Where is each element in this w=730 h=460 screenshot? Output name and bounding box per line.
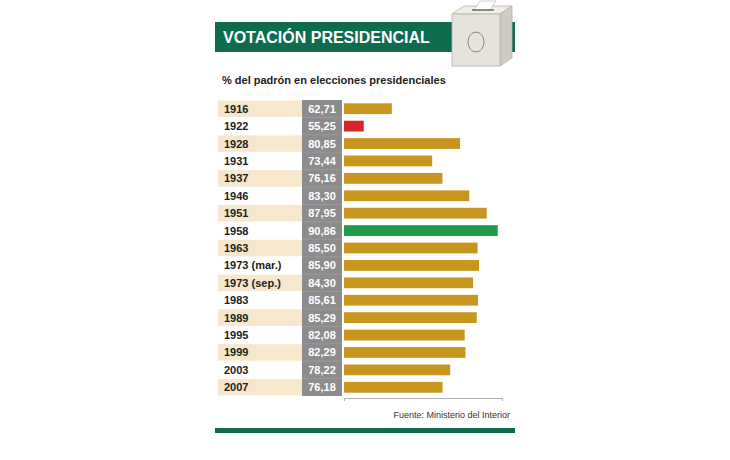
data-label: 62,71	[308, 103, 336, 115]
year-label: 1983	[224, 294, 248, 306]
year-label: 1973 (mar.)	[224, 259, 282, 271]
data-label: 82,08	[308, 329, 336, 341]
year-label: 1989	[224, 312, 248, 324]
year-label: 1963	[224, 242, 248, 254]
year-label: 1995	[224, 329, 248, 341]
data-label: 80,85	[308, 138, 336, 150]
value-separator	[302, 134, 342, 135]
data-label: 55,25	[308, 120, 336, 132]
value-column	[302, 100, 342, 396]
row-band	[218, 170, 302, 186]
bar	[344, 347, 465, 358]
data-label: 76,16	[308, 172, 336, 184]
bar	[344, 156, 432, 167]
year-label: 1999	[224, 346, 248, 358]
ballot-slot	[472, 9, 494, 11]
bar	[344, 173, 442, 184]
data-label: 83,30	[308, 190, 336, 202]
value-separator	[302, 221, 342, 222]
bar	[344, 121, 364, 132]
year-label: 1928	[224, 138, 248, 150]
bar	[344, 382, 442, 393]
value-separator	[302, 187, 342, 188]
background	[0, 0, 730, 460]
row-band	[218, 344, 302, 360]
row-band	[218, 309, 302, 325]
bar	[344, 277, 473, 288]
ballot-box-side	[500, 6, 512, 66]
chart-svg: VOTACIÓN PRESIDENCIAL % del padrón en ele…	[0, 0, 730, 460]
bar	[344, 138, 460, 149]
data-label: 84,30	[308, 277, 336, 289]
value-separator	[302, 169, 342, 170]
source: Fuente: Ministerio del Interior	[393, 410, 510, 420]
year-label: 1922	[224, 120, 248, 132]
ballot-box	[452, 1, 512, 66]
value-separator	[302, 256, 342, 257]
x-axis	[345, 399, 503, 402]
data-labels: 62,71 55,25 80,85 73,44 76,16 83,30 87,95 90,86…	[308, 103, 336, 394]
row-band	[218, 379, 302, 395]
x-axis-domain	[345, 399, 503, 402]
ballot-paper	[474, 1, 496, 10]
value-separator	[302, 117, 342, 118]
data-label: 85,90	[308, 259, 336, 271]
row-band	[218, 240, 302, 256]
bar	[344, 364, 450, 375]
data-label: 82,29	[308, 346, 336, 358]
bottom-rule	[215, 428, 515, 433]
value-separator	[302, 152, 342, 153]
value-separator	[302, 326, 342, 327]
year-label: 1946	[224, 190, 248, 202]
bar	[344, 225, 498, 236]
year-label: 1931	[224, 155, 248, 167]
row-band	[218, 101, 302, 117]
year-label: 1916	[224, 103, 248, 115]
title: VOTACIÓN PRESIDENCIAL	[223, 28, 430, 46]
value-separator	[302, 274, 342, 275]
data-label: 85,29	[308, 312, 336, 324]
row-backgrounds	[218, 101, 302, 396]
year-label: 1951	[224, 207, 248, 219]
year-label: 2003	[224, 364, 248, 376]
row-band	[218, 135, 302, 151]
value-separator	[302, 239, 342, 240]
value-separators	[302, 117, 342, 378]
value-separator	[302, 308, 342, 309]
data-label: 73,44	[308, 155, 336, 167]
bar	[344, 103, 392, 114]
value-separator	[302, 204, 342, 205]
data-label: 76,18	[308, 381, 336, 393]
bar	[344, 190, 469, 201]
chart-root: VOTACIÓN PRESIDENCIAL % del padrón en ele…	[0, 0, 730, 460]
bars	[344, 103, 498, 392]
data-label: 85,50	[308, 242, 336, 254]
subtitle: % del padrón en elecciones presidenciale…	[222, 74, 446, 86]
year-label: 1973 (sep.)	[224, 277, 281, 289]
row-band	[218, 275, 302, 291]
value-separator	[302, 291, 342, 292]
data-label: 78,22	[308, 364, 336, 376]
data-label: 85,61	[308, 294, 336, 306]
bar	[344, 243, 478, 254]
year-label: 1958	[224, 225, 248, 237]
ballot-emblem	[468, 32, 484, 52]
bar	[344, 208, 487, 219]
year-label: 2007	[224, 381, 248, 393]
year-label: 1937	[224, 172, 248, 184]
y-tick-labels: 1916 1922 1928 1931 1937 1946 1951 1958 1963 1973…	[224, 103, 282, 394]
ballot-box-front	[452, 14, 500, 66]
bar	[344, 312, 477, 323]
data-label: 87,95	[308, 207, 336, 219]
bar	[344, 295, 478, 306]
value-separator	[302, 361, 342, 362]
value-separator	[302, 343, 342, 344]
bar	[344, 260, 479, 271]
row-band	[218, 205, 302, 221]
data-label: 90,86	[308, 225, 336, 237]
value-separator	[302, 378, 342, 379]
bar	[344, 330, 465, 341]
